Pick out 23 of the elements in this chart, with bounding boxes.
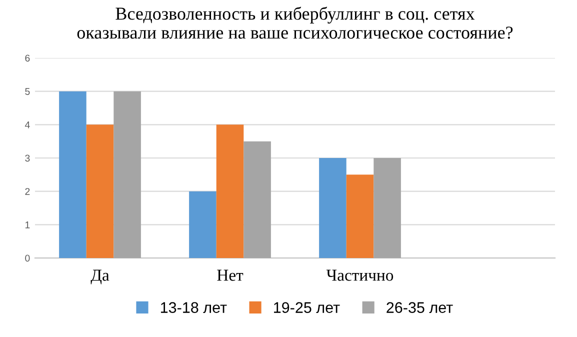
y-tick-label: 1 (25, 222, 30, 228)
bar (86, 124, 114, 258)
bar (319, 158, 346, 258)
y-tick-label: 6 (25, 54, 30, 62)
bar (59, 91, 86, 258)
legend-label: 26-35 лет (386, 302, 453, 313)
x-tick-label: Частично (326, 270, 394, 281)
legend-label: 19-25 лет (274, 302, 340, 313)
legend-label: 13-18 лет (160, 302, 227, 313)
bar (374, 158, 401, 258)
y-tick-label: 4 (24, 122, 30, 128)
chart-title: Вседозволенность и кибербуллинг в соц. сетях оказывали влияние на ваше психологическое состояние? (77, 6, 513, 39)
x-tick-label: Нет (217, 270, 244, 281)
bar (346, 174, 374, 258)
bar (189, 191, 216, 258)
y-tick-label: 5 (25, 88, 30, 95)
bar (244, 141, 271, 258)
bar (114, 91, 141, 258)
y-tick-label: 0 (25, 254, 30, 262)
x-tick-label: Да (90, 270, 110, 284)
y-tick-label: 3 (25, 154, 30, 162)
bar (216, 124, 244, 258)
y-tick-label: 2 (25, 188, 30, 195)
